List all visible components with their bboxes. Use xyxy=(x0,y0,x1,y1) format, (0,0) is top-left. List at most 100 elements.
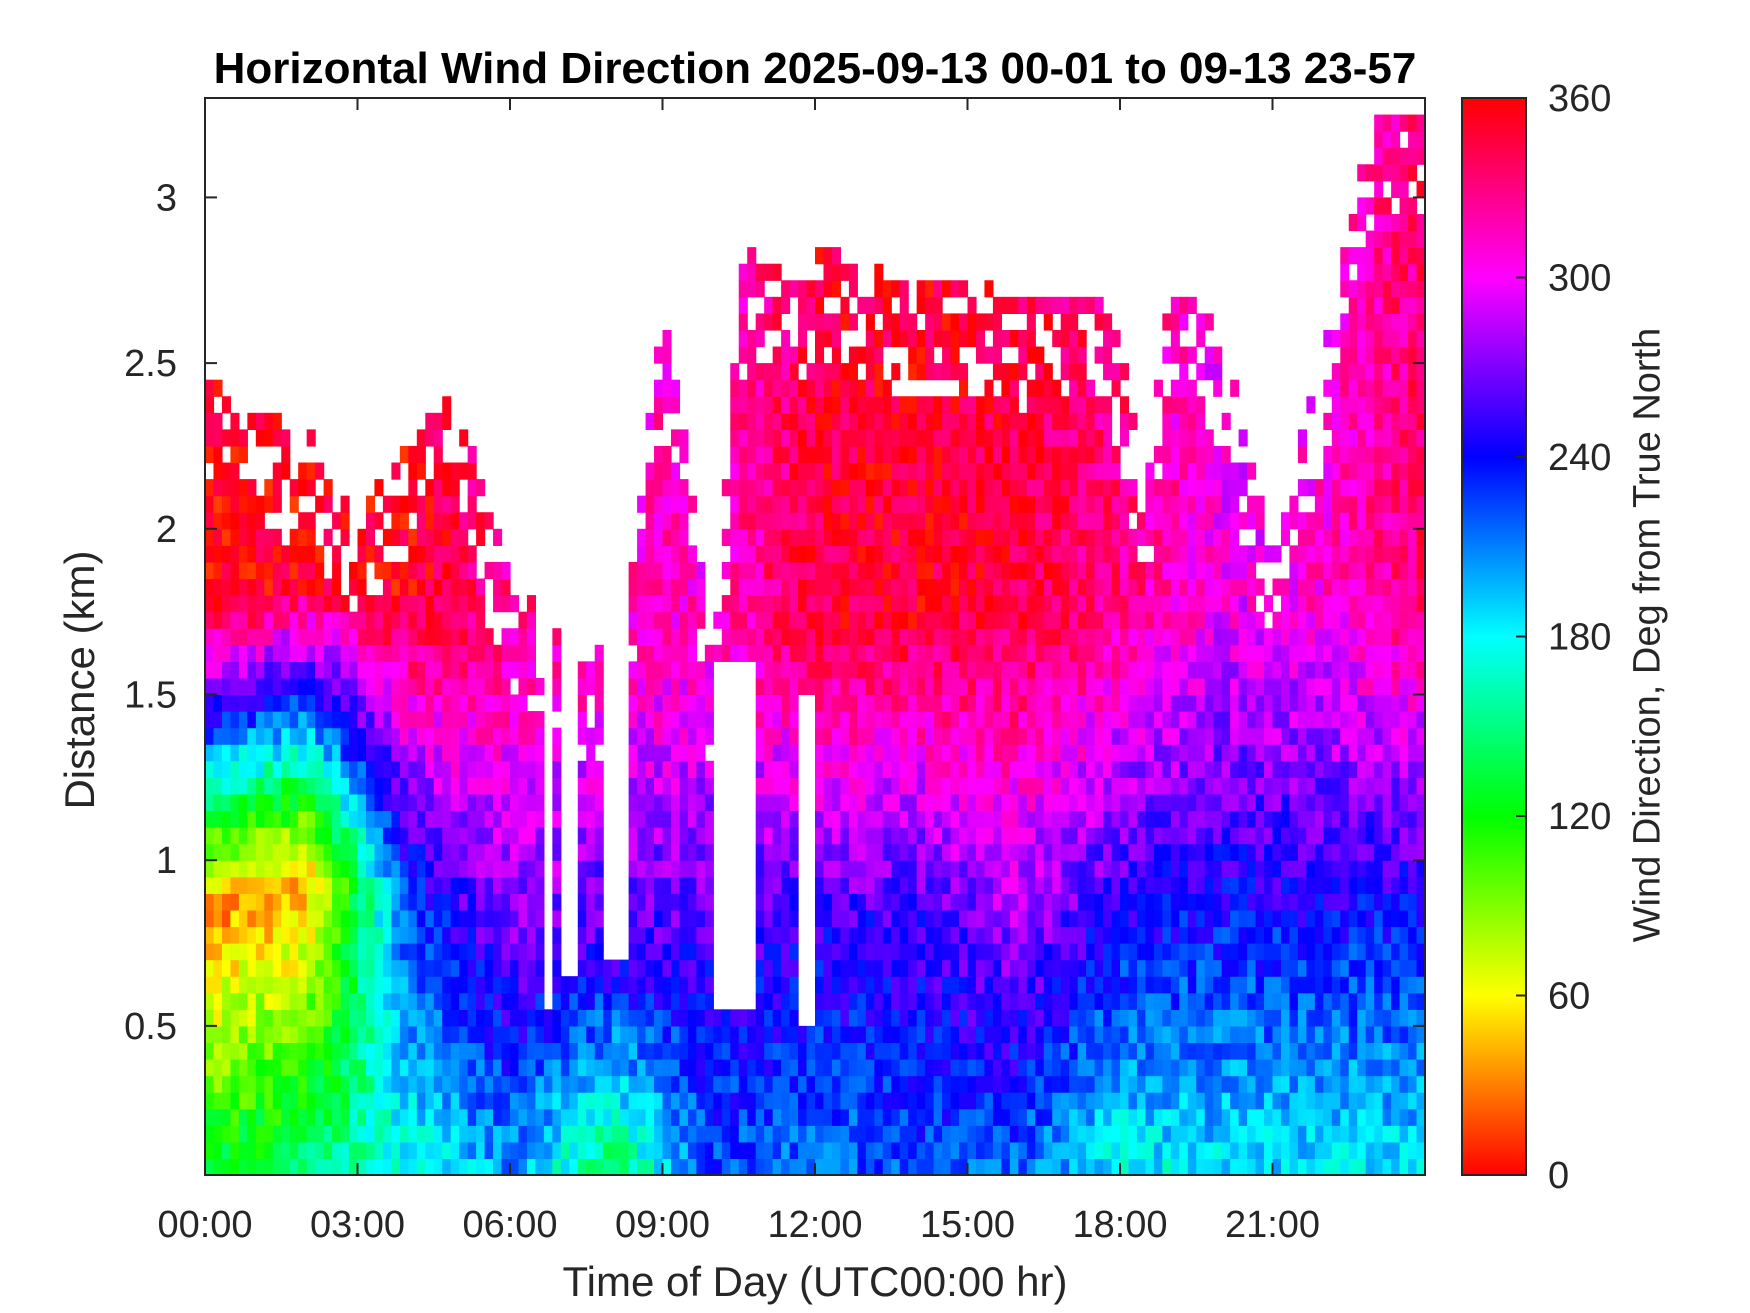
heatmap-cell xyxy=(467,744,477,762)
heatmap-cell xyxy=(984,959,994,977)
heatmap-cell xyxy=(357,528,367,546)
heatmap-cell xyxy=(205,810,215,828)
heatmap-cell xyxy=(1136,1042,1147,1060)
heatmap-cell xyxy=(1162,412,1172,430)
heatmap-cell xyxy=(806,445,816,464)
heatmap-cell xyxy=(730,412,740,430)
heatmap-cell xyxy=(594,810,604,828)
heatmap-cell xyxy=(594,893,604,911)
heatmap-cell xyxy=(908,827,918,845)
heatmap-cell xyxy=(806,1075,816,1093)
heatmap-cell xyxy=(1179,777,1189,795)
heatmap-cell xyxy=(281,909,291,928)
heatmap-cell xyxy=(755,462,765,480)
heatmap-cell xyxy=(1060,429,1070,447)
heatmap-cell xyxy=(1162,578,1172,596)
heatmap-cell xyxy=(959,1042,969,1060)
heatmap-cell xyxy=(315,1141,325,1160)
heatmap-cell xyxy=(959,744,969,762)
heatmap-cell xyxy=(1026,578,1036,596)
heatmap-cell xyxy=(238,661,248,679)
heatmap-cell xyxy=(213,462,223,480)
heatmap-cell xyxy=(535,810,545,828)
heatmap-cell xyxy=(815,396,825,414)
heatmap-cell xyxy=(255,1009,265,1027)
heatmap-cell xyxy=(764,445,774,464)
heatmap-cell xyxy=(662,860,672,878)
heatmap-cell xyxy=(738,528,748,546)
heatmap-cell xyxy=(1120,893,1130,911)
heatmap-cell xyxy=(704,1125,714,1143)
heatmap-cell xyxy=(1035,379,1045,397)
heatmap-cell xyxy=(713,1025,723,1044)
heatmap-cell xyxy=(882,1108,892,1126)
heatmap-cell xyxy=(1170,1075,1180,1093)
heatmap-cell xyxy=(637,876,647,894)
heatmap-cell xyxy=(755,992,765,1010)
heatmap-cell xyxy=(501,628,511,646)
heatmap-cell xyxy=(484,512,494,530)
heatmap-cell xyxy=(450,893,460,911)
heatmap-cell xyxy=(501,727,511,745)
heatmap-cell xyxy=(306,479,316,497)
heatmap-cell xyxy=(781,1025,791,1044)
heatmap-cell xyxy=(1009,1141,1019,1160)
heatmap-cell xyxy=(1111,1158,1121,1175)
heatmap-cell xyxy=(1094,412,1104,430)
heatmap-cell xyxy=(416,1108,426,1126)
heatmap-cell xyxy=(1086,711,1096,729)
heatmap-cell xyxy=(450,760,460,778)
heatmap-cell xyxy=(857,661,867,679)
heatmap-cell xyxy=(577,1025,587,1044)
heatmap-cell xyxy=(992,810,1002,828)
heatmap-cell xyxy=(391,827,401,845)
heatmap-cell xyxy=(645,611,655,629)
heatmap-cell xyxy=(467,644,477,662)
heatmap-cell xyxy=(221,396,232,414)
heatmap-cell xyxy=(848,893,858,911)
heatmap-cell xyxy=(1043,1125,1053,1143)
heatmap-cell xyxy=(1094,976,1104,994)
heatmap-cell xyxy=(281,694,291,712)
heatmap-cell xyxy=(891,943,901,961)
heatmap-cell xyxy=(1136,611,1147,629)
heatmap-cell xyxy=(925,479,935,497)
heatmap-cell xyxy=(408,561,418,580)
heatmap-cell xyxy=(1170,379,1180,397)
heatmap-cell xyxy=(637,976,647,994)
heatmap-cell xyxy=(1009,595,1019,613)
heatmap-cell xyxy=(493,843,503,861)
heatmap-cell xyxy=(1170,777,1180,795)
heatmap-cell xyxy=(493,677,503,696)
heatmap-cell xyxy=(238,1059,248,1077)
heatmap-cell xyxy=(1196,744,1206,762)
heatmap-cell xyxy=(908,976,918,994)
heatmap-cell xyxy=(789,909,799,928)
heatmap-cell xyxy=(984,943,994,961)
heatmap-cell xyxy=(687,1075,697,1093)
heatmap-cell xyxy=(865,644,875,662)
heatmap-cell xyxy=(831,677,842,696)
heatmap-cell xyxy=(679,744,689,762)
heatmap-cell xyxy=(349,661,359,679)
heatmap-cell xyxy=(789,744,799,762)
heatmap-cell xyxy=(1179,893,1189,911)
heatmap-cell xyxy=(781,346,791,364)
heatmap-cell xyxy=(1196,810,1206,828)
heatmap-cell xyxy=(882,611,892,629)
heatmap-cell xyxy=(1145,512,1155,530)
heatmap-cell xyxy=(984,976,994,994)
heatmap-cell xyxy=(755,976,765,994)
heatmap-cell xyxy=(1077,528,1087,546)
heatmap-cell xyxy=(1077,661,1087,679)
heatmap-cell xyxy=(586,1009,596,1027)
heatmap-cell xyxy=(493,1075,503,1093)
heatmap-cell xyxy=(916,644,926,662)
heatmap-cell xyxy=(382,893,392,911)
heatmap-cell xyxy=(1009,512,1019,530)
heatmap-cell xyxy=(391,976,401,994)
heatmap-cell xyxy=(1196,827,1206,845)
heatmap-cell xyxy=(1094,860,1104,878)
heatmap-cell xyxy=(552,992,562,1010)
heatmap-cell xyxy=(238,595,248,613)
